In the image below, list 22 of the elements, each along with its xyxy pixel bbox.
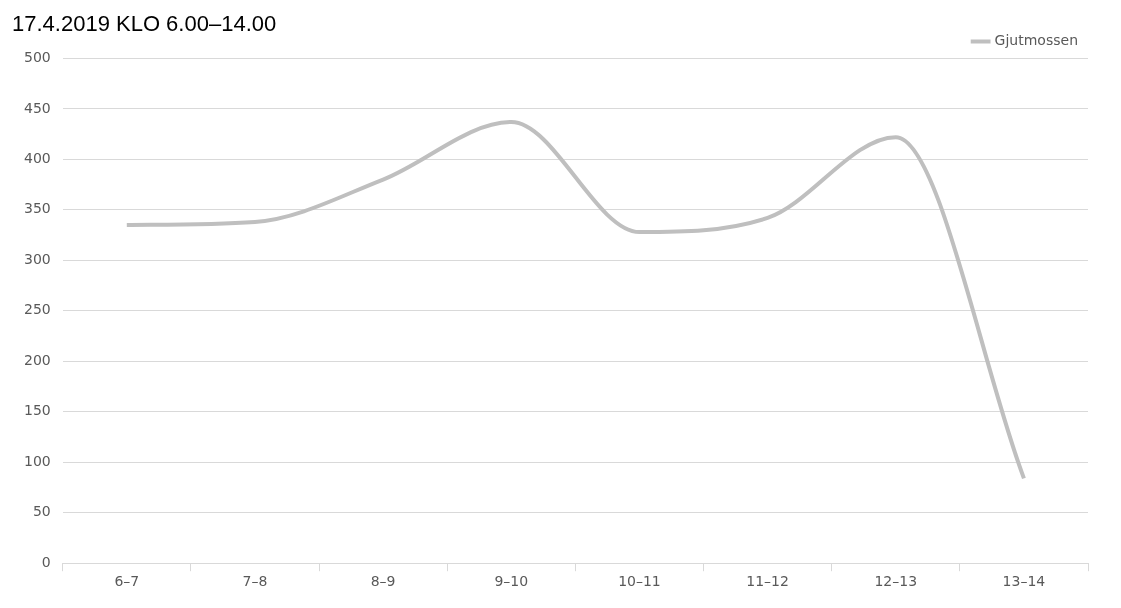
y-tick-label: 100: [23, 452, 51, 469]
y-tick-label: 300: [23, 250, 51, 267]
y-tick-label: 250: [23, 301, 51, 318]
y-tick-label: 400: [23, 150, 51, 166]
x-tick-label: 6–7: [114, 573, 140, 590]
y-tick-label: 450: [23, 99, 51, 116]
y-tick-label: 150: [23, 402, 51, 419]
chart-title: 17.4.2019 KLO 6.00–14.00: [12, 11, 277, 37]
y-tick-label: 0: [41, 553, 51, 570]
y-tick-label: 200: [23, 351, 51, 368]
x-tick-label: 13–14: [1002, 573, 1046, 590]
y-tick-label: 500: [23, 49, 51, 66]
y-tick-label: 350: [23, 200, 51, 217]
y-tick-label: 50: [32, 503, 51, 520]
x-tick-label: 12–13: [874, 573, 918, 590]
line-series: [124, 120, 1026, 481]
x-tick-label: 7–8: [242, 573, 268, 590]
x-tick-label: 9–10: [494, 573, 529, 590]
x-tick-label: 10–11: [618, 573, 661, 590]
x-tick-label: 11–12: [746, 573, 789, 590]
x-tick-label: 8–9: [370, 573, 396, 590]
legend-label: Gjutmossen: [994, 32, 1079, 49]
